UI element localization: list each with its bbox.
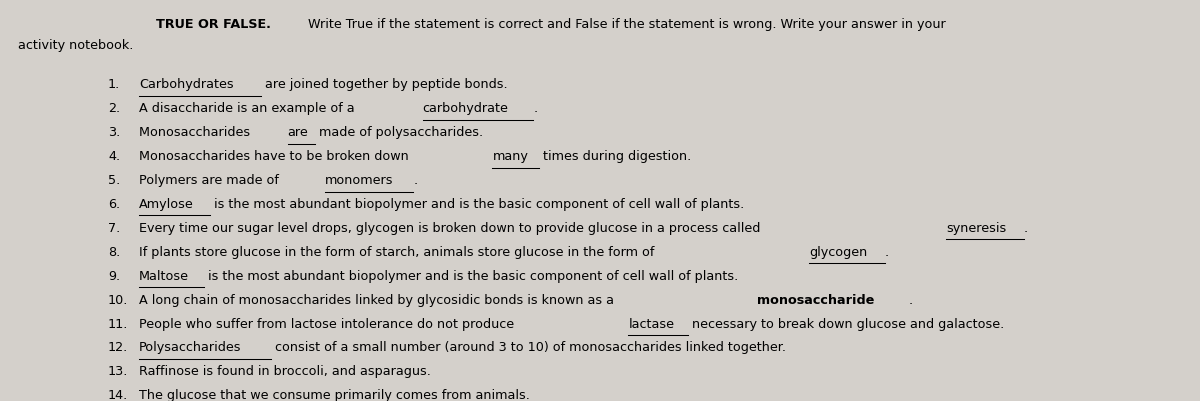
Text: .: .	[413, 174, 418, 186]
Text: The glucose that we consume primarily comes from animals.: The glucose that we consume primarily co…	[139, 388, 530, 401]
Text: TRUE OR FALSE.: TRUE OR FALSE.	[156, 18, 271, 31]
Text: People who suffer from lactose intolerance do not produce: People who suffer from lactose intoleran…	[139, 317, 518, 330]
Text: are joined together by peptide bonds.: are joined together by peptide bonds.	[262, 78, 508, 91]
Text: times during digestion.: times during digestion.	[539, 150, 691, 163]
Text: 7.: 7.	[108, 221, 120, 234]
Text: A long chain of monosaccharides linked by glycosidic bonds is known as a: A long chain of monosaccharides linked b…	[139, 293, 618, 306]
Text: Monosaccharides: Monosaccharides	[139, 126, 254, 139]
Text: 3.: 3.	[108, 126, 120, 139]
Text: 1.: 1.	[108, 78, 120, 91]
Text: carbohydrate: carbohydrate	[422, 102, 509, 115]
Text: Monosaccharides have to be broken down: Monosaccharides have to be broken down	[139, 150, 413, 163]
Text: .: .	[884, 245, 889, 258]
Text: Polymers are made of: Polymers are made of	[139, 174, 283, 186]
Text: monomers: monomers	[325, 174, 394, 186]
Text: 9.: 9.	[108, 269, 120, 282]
Text: is the most abundant biopolymer and is the basic component of cell wall of plant: is the most abundant biopolymer and is t…	[204, 269, 738, 282]
Text: activity notebook.: activity notebook.	[18, 39, 133, 52]
Text: Carbohydrates: Carbohydrates	[139, 78, 234, 91]
Text: many: many	[492, 150, 528, 163]
Text: lactase: lactase	[629, 317, 674, 330]
Text: 6.: 6.	[108, 197, 120, 211]
Text: Amylose: Amylose	[139, 197, 194, 211]
Text: 14.: 14.	[108, 388, 128, 401]
Text: 12.: 12.	[108, 340, 128, 354]
Text: Every time our sugar level drops, glycogen is broken down to provide glucose in : Every time our sugar level drops, glycog…	[139, 221, 764, 234]
Text: 11.: 11.	[108, 317, 128, 330]
Text: .: .	[908, 293, 913, 306]
Text: 13.: 13.	[108, 365, 128, 377]
Text: made of polysaccharides.: made of polysaccharides.	[314, 126, 482, 139]
Text: 5.: 5.	[108, 174, 120, 186]
Text: 2.: 2.	[108, 102, 120, 115]
Text: consist of a small number (around 3 to 10) of monosaccharides linked together.: consist of a small number (around 3 to 1…	[271, 340, 786, 354]
Text: 10.: 10.	[108, 293, 128, 306]
Text: 4.: 4.	[108, 150, 120, 163]
Text: necessary to break down glucose and galactose.: necessary to break down glucose and gala…	[688, 317, 1004, 330]
Text: syneresis: syneresis	[946, 221, 1007, 234]
Text: monosaccharide: monosaccharide	[757, 293, 875, 306]
Text: Write True if the statement is correct and False if the statement is wrong. Writ: Write True if the statement is correct a…	[305, 18, 946, 31]
Text: A disaccharide is an example of a: A disaccharide is an example of a	[139, 102, 359, 115]
Text: glycogen: glycogen	[809, 245, 868, 258]
Text: are: are	[288, 126, 308, 139]
Text: Raffinose is found in broccoli, and asparagus.: Raffinose is found in broccoli, and aspa…	[139, 365, 431, 377]
Text: If plants store glucose in the form of starch, animals store glucose in the form: If plants store glucose in the form of s…	[139, 245, 659, 258]
Text: is the most abundant biopolymer and is the basic component of cell wall of plant: is the most abundant biopolymer and is t…	[210, 197, 744, 211]
Text: .: .	[533, 102, 538, 115]
Text: Polysaccharides: Polysaccharides	[139, 340, 241, 354]
Text: .: .	[1024, 221, 1028, 234]
Text: Maltose: Maltose	[139, 269, 190, 282]
Text: 8.: 8.	[108, 245, 120, 258]
